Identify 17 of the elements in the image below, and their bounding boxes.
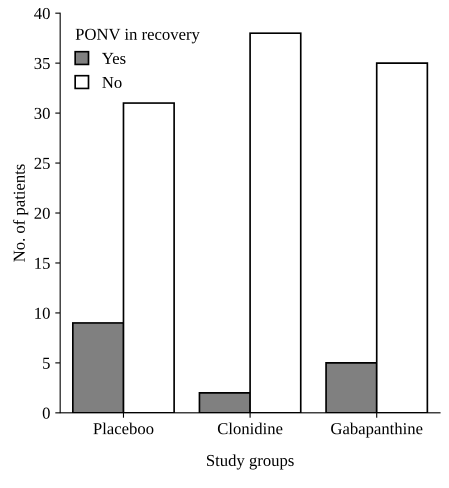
y-tick-label: 5: [43, 358, 50, 369]
y-axis-title: No. of patients: [12, 164, 28, 262]
legend-title: PONV in recovery: [76, 28, 200, 44]
x-tick-label: Gabapanthine: [331, 422, 422, 438]
x-tick-label: Placeboo: [93, 422, 154, 434]
y-tick-label: 25: [34, 158, 50, 169]
x-tick-label: Clonidine: [218, 422, 282, 434]
y-tick-label: 20: [34, 208, 50, 219]
legend-label: Yes: [102, 52, 126, 64]
x-axis-title: Study groups: [206, 454, 294, 470]
y-tick-label: 30: [34, 108, 50, 120]
y-tick-label: 40: [34, 8, 50, 20]
y-tick-label: 35: [34, 58, 50, 70]
y-tick-label: 0: [42, 408, 50, 419]
y-tick-label: 10: [35, 308, 50, 319]
y-tick-label: 15: [35, 258, 50, 269]
legend-label: No: [102, 76, 122, 88]
